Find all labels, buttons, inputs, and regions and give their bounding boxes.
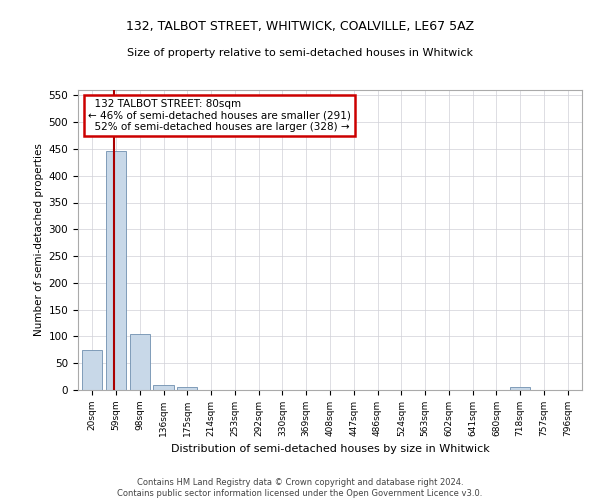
Text: 132 TALBOT STREET: 80sqm
← 46% of semi-detached houses are smaller (291)
  52% o: 132 TALBOT STREET: 80sqm ← 46% of semi-d… [88,99,351,132]
Bar [82,350,103,390]
Bar [130,334,150,390]
Bar [177,388,197,390]
Text: Contains HM Land Registry data © Crown copyright and database right 2024.
Contai: Contains HM Land Registry data © Crown c… [118,478,482,498]
Bar [510,388,530,390]
Y-axis label: Number of semi-detached properties: Number of semi-detached properties [34,144,44,336]
Bar [154,384,173,390]
Bar [106,150,126,390]
Text: 132, TALBOT STREET, WHITWICK, COALVILLE, LE67 5AZ: 132, TALBOT STREET, WHITWICK, COALVILLE,… [126,20,474,33]
X-axis label: Distribution of semi-detached houses by size in Whitwick: Distribution of semi-detached houses by … [170,444,490,454]
Text: Size of property relative to semi-detached houses in Whitwick: Size of property relative to semi-detach… [127,48,473,58]
